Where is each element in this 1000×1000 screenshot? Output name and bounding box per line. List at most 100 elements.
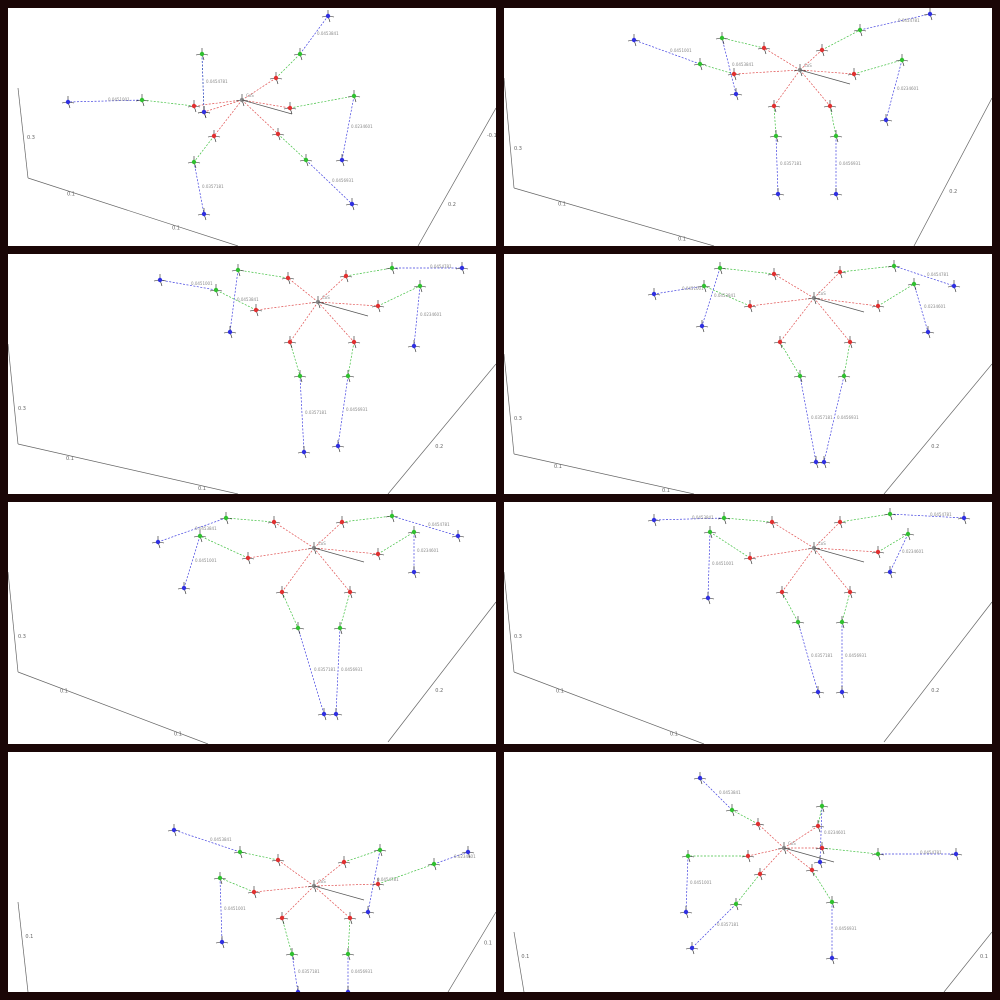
axis-tick-label: 0.2: [435, 688, 443, 694]
coordinate-frame-icon: [297, 446, 311, 459]
heading-arrow: [813, 297, 865, 313]
coordinate-frame-icon: [815, 842, 829, 855]
axis-tick-label: 0.1: [980, 954, 988, 960]
coordinate-frame-icon: [871, 300, 885, 313]
coordinate-frame-icon: [333, 622, 347, 635]
view-panel-6[interactable]: 0.0357181 0.0456931 0.0451001 0.0453841 0.04…: [504, 502, 992, 744]
view-panel-4[interactable]: 0.0357181 0.0456931 0.0451001 0.0453841 0.04…: [504, 254, 992, 494]
end-link: [913, 283, 929, 333]
coordinate-frame-icon: [207, 130, 221, 143]
skeleton-view-5: 0.0357181 0.0456931 0.0451001 0.0453841 0.04…: [8, 510, 496, 744]
view-panel-1[interactable]: 0.0357181 0.0456931 0.0451001 0.0453841 0.04…: [8, 8, 496, 246]
end-link: [335, 627, 341, 715]
coordinate-frame-icon: [729, 88, 743, 101]
coordinate-frame-icon: [195, 48, 209, 61]
view-panel-3[interactable]: 0.0357181 0.0456931 0.0451001 0.0453841 0.04…: [8, 254, 496, 494]
frame-axis-line: [17, 87, 29, 179]
coordinate-frame-icon: [769, 130, 783, 143]
coordinate-frame-icon: [949, 848, 963, 861]
end-link: [701, 267, 721, 327]
coordinate-frame-icon: [281, 272, 295, 285]
coordinate-frame-icon: [167, 824, 181, 837]
root-link: [313, 885, 351, 919]
coordinate-frame-icon: [871, 848, 885, 861]
edge-length-label: 0.0357181: [314, 667, 336, 672]
coordinate-frame-icon: [815, 44, 829, 57]
frame-axis-line: [387, 601, 496, 743]
coordinate-frame-icon: [345, 198, 359, 211]
coordinate-frame-icon: [215, 936, 229, 949]
heading-arrow: [313, 547, 365, 563]
root-link: [255, 301, 319, 311]
coordinate-frame-icon: [331, 440, 345, 453]
edge-length-label: 0.0456931: [845, 653, 867, 658]
coordinate-frame-icon: [695, 320, 709, 333]
coordinate-frame-icon: [957, 512, 971, 525]
view-panel-8[interactable]: 0.0357181 0.0456931 0.0451001 0.0453841 0.04…: [504, 752, 992, 992]
end-link: [653, 517, 725, 521]
mid-link: [719, 267, 775, 275]
view-panel-7[interactable]: 0.0357181 0.0456931 0.0451001 0.0453841 0.04…: [8, 752, 496, 992]
coordinate-frame-icon: [341, 370, 355, 383]
edge-length-label: 0.0456931: [837, 415, 859, 420]
edge-length-label: 0.0357181: [202, 184, 224, 189]
edge-length-label: 0.0454781: [430, 264, 452, 269]
coordinate-frame-icon: [793, 370, 807, 383]
coordinate-frame-icon: [413, 280, 427, 293]
root-link: [747, 847, 785, 857]
axis-tick-label: 0.1: [670, 732, 678, 738]
root-link: [763, 47, 801, 71]
axis-tick-label: 0.1: [558, 202, 566, 208]
coordinate-frame-icon: [713, 262, 727, 275]
mid-link: [877, 533, 909, 553]
edge-length-label: 0.0234601: [420, 312, 442, 317]
view-panel-5[interactable]: 0.0357181 0.0456931 0.0451001 0.0453841 0.04…: [8, 502, 496, 744]
coordinate-frame-icon: [187, 156, 201, 169]
coordinate-frame-icon: [847, 68, 861, 81]
mid-link: [219, 877, 255, 893]
coordinate-frame-icon: [647, 514, 661, 527]
coordinate-frame-icon: [209, 284, 223, 297]
mid-link: [193, 135, 215, 163]
coordinate-frame-icon: [837, 370, 851, 383]
coordinate-frame-icon: [947, 280, 961, 293]
edge-length-label: 0.0454781: [206, 79, 228, 84]
coordinate-frame-icon: [275, 912, 289, 925]
root-link: [813, 297, 851, 343]
coordinate-frame-icon: [717, 512, 731, 525]
mid-link: [821, 847, 879, 855]
mid-link: [289, 341, 301, 377]
coordinate-frame-icon: [685, 942, 699, 955]
coordinate-frame-icon: [627, 34, 641, 47]
frame-axis-line: [943, 931, 992, 992]
mid-link: [289, 95, 355, 109]
end-link: [893, 265, 955, 287]
edge-length-label: 0.0234601: [902, 549, 924, 554]
edge-length-label: 0.0234601: [417, 548, 439, 553]
edge-length-label: 0.0451001: [690, 880, 712, 885]
edge-length-label: 0.0357181: [811, 415, 833, 420]
view-panel-2[interactable]: 0.0357181 0.0456931 0.0451001 0.0453841 0.04…: [504, 8, 992, 246]
coordinate-frame-icon: [895, 54, 909, 67]
mid-link: [377, 863, 435, 885]
end-link: [193, 161, 205, 215]
end-link: [775, 135, 779, 195]
mid-link: [721, 37, 765, 49]
root-link: [287, 277, 319, 303]
coordinate-frame-icon: [765, 516, 779, 529]
coordinate-frame-icon: [715, 32, 729, 45]
coordinate-frame-icon: [725, 804, 739, 817]
axis-tick-label: 0.1: [60, 688, 68, 694]
coordinate-frame-icon: [335, 154, 349, 167]
axis-tick-label: 0.2: [931, 688, 939, 694]
coordinate-frame-icon: [341, 948, 355, 961]
end-link: [173, 829, 241, 853]
mid-link: [709, 531, 751, 559]
edge-length-label: 0.0454781: [898, 18, 920, 23]
coordinate-frame-icon: [271, 854, 285, 867]
frame-axis-line: [17, 671, 209, 744]
edge-length-label: 0.0451001: [195, 558, 217, 563]
mid-link: [377, 285, 421, 307]
coordinate-frame-icon: [371, 548, 385, 561]
